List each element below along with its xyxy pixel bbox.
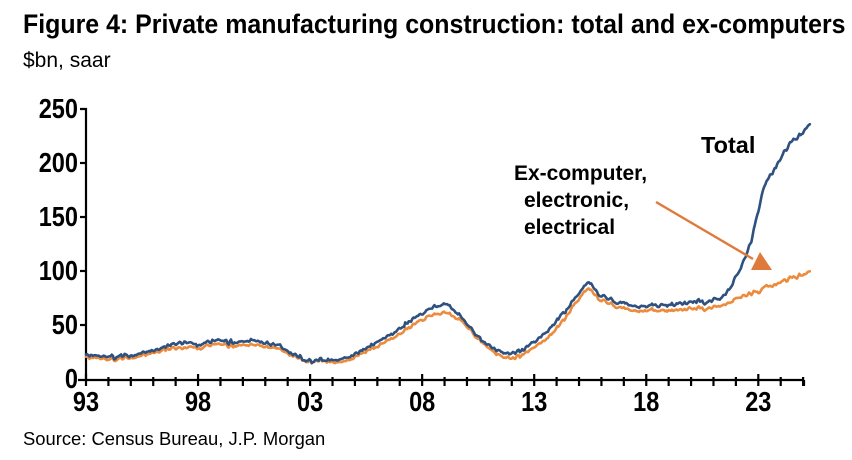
- svg-text:Total: Total: [701, 132, 755, 158]
- svg-text:50: 50: [52, 310, 78, 340]
- svg-text:93: 93: [73, 387, 99, 417]
- svg-text:98: 98: [185, 387, 211, 417]
- svg-text:18: 18: [633, 387, 659, 417]
- svg-text:electronic,: electronic,: [524, 189, 629, 212]
- svg-text:250: 250: [39, 94, 78, 124]
- svg-text:Ex-computer,: Ex-computer,: [514, 162, 647, 185]
- svg-text:100: 100: [39, 256, 78, 286]
- svg-text:13: 13: [521, 387, 547, 417]
- svg-text:200: 200: [39, 148, 78, 178]
- svg-text:03: 03: [297, 387, 323, 417]
- svg-text:electrical: electrical: [524, 216, 615, 239]
- svg-text:08: 08: [409, 387, 435, 417]
- svg-text:150: 150: [39, 202, 78, 232]
- svg-text:23: 23: [745, 387, 771, 417]
